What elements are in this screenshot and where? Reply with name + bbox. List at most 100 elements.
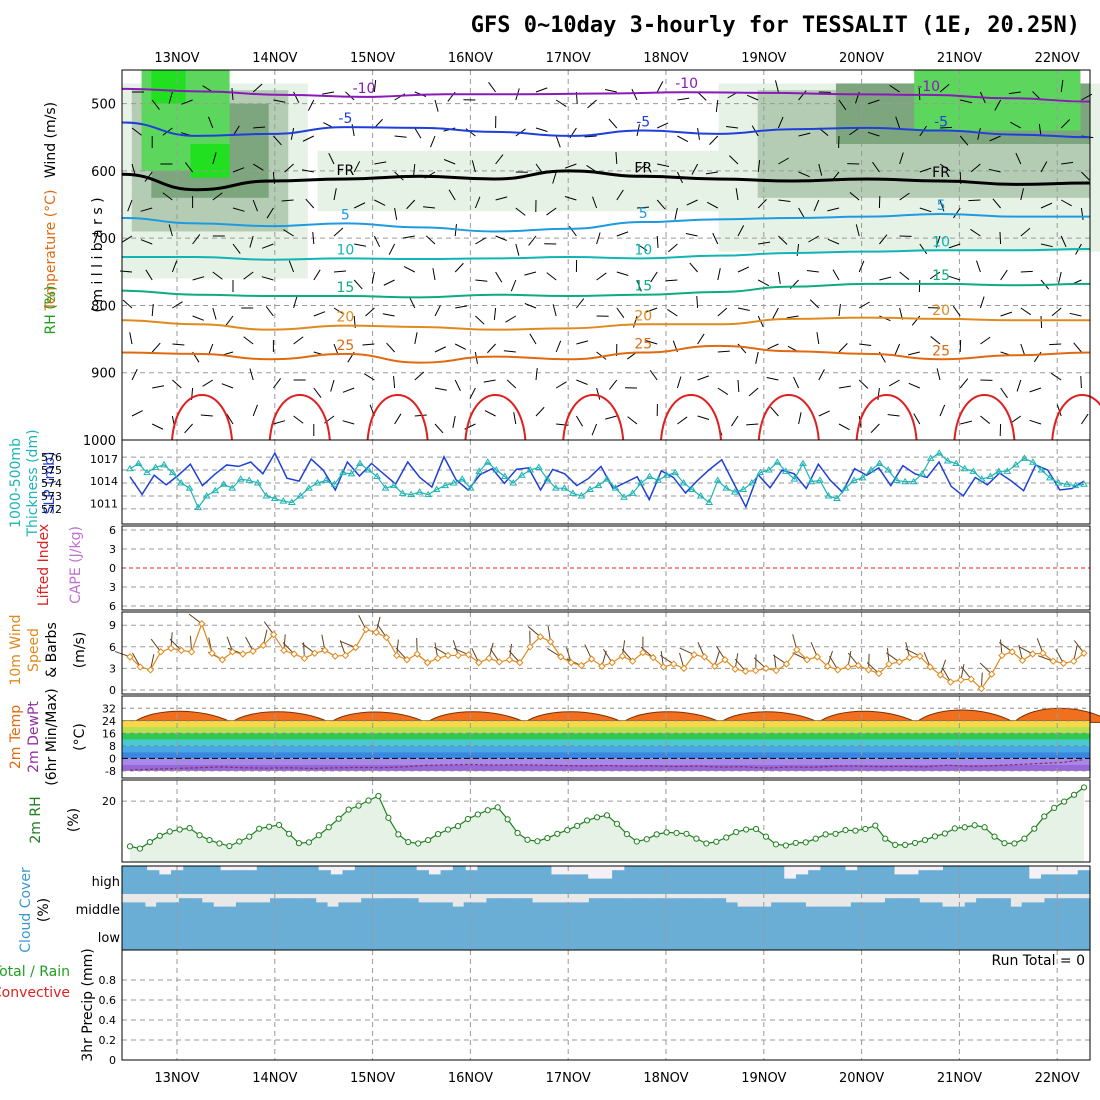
wind-barb (809, 299, 820, 309)
wind-barb (832, 269, 840, 281)
rh2m-marker (683, 830, 690, 837)
thickness-marker (313, 479, 322, 486)
thickness-marker (790, 475, 799, 482)
wind-barb (122, 299, 133, 309)
wind-barb (382, 313, 395, 317)
chart-title: GFS 0~10day 3-hourly for TESSALIT (1E, 2… (471, 13, 1080, 38)
temp2m-ytick: 8 (109, 740, 116, 753)
wind-barb (513, 412, 517, 425)
ylabel-rh: RH (%) (43, 286, 59, 335)
thickness-marker (816, 476, 824, 483)
thickness-marker (850, 476, 858, 483)
wind-barb (793, 376, 800, 389)
isotherm-label: 25 (634, 337, 652, 353)
wind-barb (253, 126, 266, 129)
wind-barb (980, 415, 991, 424)
wind-barb (715, 99, 719, 112)
wind10-marker (526, 643, 534, 651)
wind-barb (616, 231, 629, 237)
wind-barb (373, 235, 381, 248)
cloud-bar-2 (930, 922, 944, 950)
cloud-bar-0 (501, 866, 515, 894)
thickness-marker (799, 459, 807, 467)
cloud-bar-1 (338, 902, 351, 922)
isotherm-30 (268, 394, 331, 441)
wind10-marker (608, 658, 616, 667)
cloud-bar-2 (673, 922, 687, 950)
isotherm-15 (121, 282, 1091, 299)
rh2m-marker (136, 845, 144, 852)
wind10-barb (866, 662, 880, 674)
wind-barb (475, 279, 488, 282)
wind10-marker (300, 654, 309, 663)
thickness-marker (134, 459, 143, 467)
rh2m-marker (1080, 784, 1088, 791)
wind10-ylabels: 10m Wind Speed & Barbs (m/s) (8, 614, 88, 685)
wind10-marker (967, 675, 975, 683)
wind-barb (184, 423, 193, 434)
cloud-bar-2 (489, 922, 503, 950)
upper-air-ytick: 900 (91, 367, 116, 382)
x-date-bottom: 14NOV (252, 1071, 297, 1086)
rh2m-marker (166, 828, 173, 835)
temp2m-ytick: 0 (109, 752, 116, 765)
wind-barb (575, 415, 584, 427)
wind-barb (212, 307, 217, 320)
cloud-ylabels: Cloud Cover (%) (18, 867, 52, 953)
wind-barb (1029, 387, 1042, 393)
wind10-marker (700, 653, 709, 661)
thickness-marker (1011, 460, 1020, 468)
x-date-top: 21NOV (937, 51, 982, 66)
cloud-bar-1 (429, 902, 442, 922)
wind-barb (252, 83, 263, 93)
rh2m-marker (365, 797, 372, 804)
cloud-bar-1 (349, 902, 362, 922)
rh2m-marker (434, 830, 442, 838)
wind-barb (1016, 379, 1022, 392)
wind10-marker (834, 666, 842, 674)
rh2m-marker (1001, 840, 1008, 847)
wind10-marker (598, 662, 606, 670)
cloud-bar-0 (489, 866, 503, 894)
thickness-marker (994, 467, 1003, 474)
wind-barb (731, 415, 739, 427)
wind10-marker (567, 658, 575, 667)
wind-barb (913, 413, 921, 425)
thickness-marker (935, 449, 944, 456)
wind-barb (717, 268, 721, 281)
rh2m-marker (564, 827, 571, 834)
cloud-bar-2 (857, 922, 871, 950)
ylabel-wind10-b: Speed (26, 628, 42, 672)
wind-barb (709, 135, 719, 145)
wind-barb (454, 343, 467, 350)
wind-barb (1020, 270, 1033, 273)
wind-barb (1060, 235, 1067, 248)
cloud-bar-1 (736, 906, 749, 922)
wind-barb (383, 279, 395, 286)
rh2m-marker (494, 804, 501, 811)
rh2m-marker (285, 830, 293, 837)
rh2m-marker (882, 835, 889, 842)
wind-barb (919, 243, 928, 255)
x-date-bottom: 13NOV (154, 1071, 199, 1086)
li-ytick: 3 (109, 543, 116, 556)
cloud-bar-2 (1053, 922, 1067, 950)
wind-barb (657, 163, 670, 167)
thickness-marker (560, 484, 569, 491)
wind-barb (685, 233, 698, 237)
wind-barb (894, 343, 901, 356)
wind10-marker (536, 633, 545, 641)
thickness-marker (279, 497, 288, 504)
temp-band (122, 739, 1090, 746)
wind-barb (131, 410, 143, 417)
cloud-bar-2 (318, 922, 331, 950)
cloud-bar-1 (850, 902, 863, 922)
cloud-bar-1 (418, 902, 431, 922)
thickness-marker (764, 466, 773, 473)
wind-barb (524, 303, 537, 309)
cloud-bar-0 (563, 874, 576, 894)
rh2m-marker (1051, 804, 1058, 812)
cloud-bar-1 (406, 898, 419, 922)
cloud-bar-0 (330, 874, 344, 894)
